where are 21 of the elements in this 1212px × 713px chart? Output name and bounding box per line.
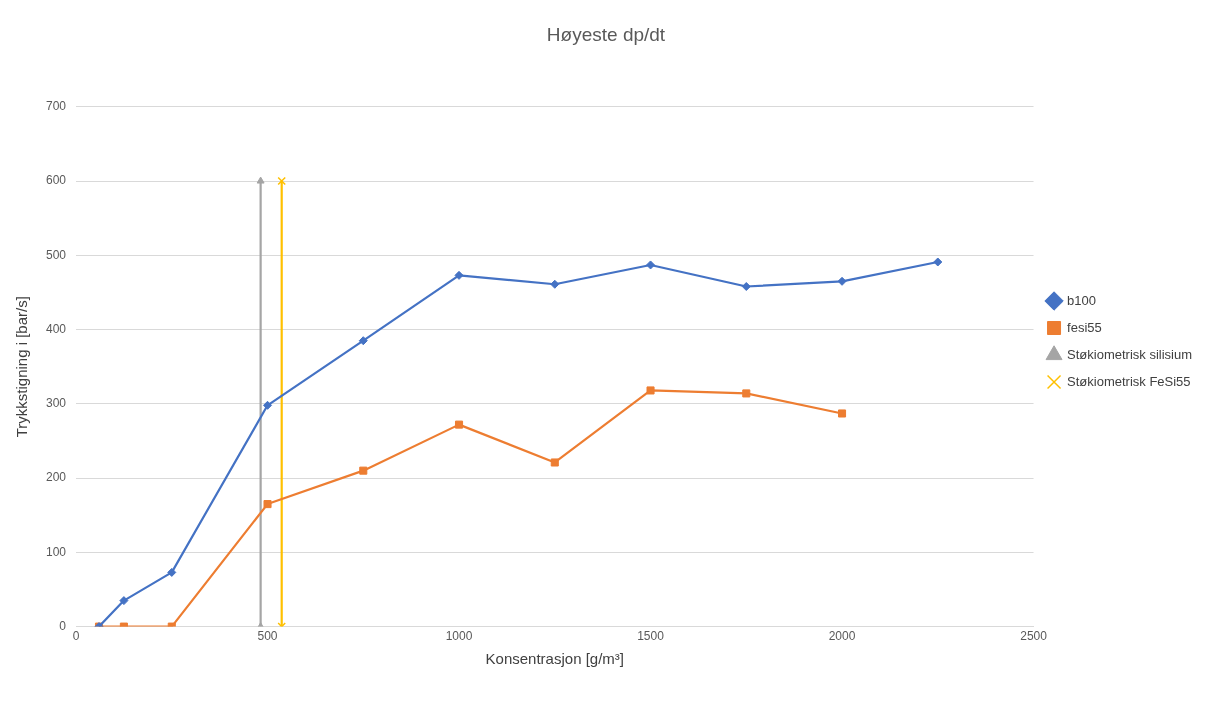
y-tick-label: 700 [45,99,67,114]
x-tick-label: 500 [257,629,278,644]
y-tick-label: 0 [59,618,67,633]
y-tick-label: 200 [45,470,67,485]
y-tick-label: 300 [45,396,67,411]
legend-label: Støkiometrisk FeSi55 [1067,373,1191,389]
x-tick-label: 2500 [1020,629,1048,644]
y-tick-label: 100 [45,544,67,559]
x-tick-label: 1000 [445,629,473,644]
x-tick-label: 1500 [637,629,665,644]
legend-label: fesi55 [1067,319,1102,335]
x-tick-label: 0 [72,629,80,644]
x-axis-title: Konsentrasjon [g/m³] [485,650,624,668]
y-tick-label: 500 [45,247,67,262]
y-tick-label: 600 [45,173,67,188]
chart-title: Høyeste dp/dt [546,23,666,45]
x-tick-label: 2000 [828,629,856,644]
y-tick-label: 400 [45,321,67,336]
legend-label: b100 [1067,292,1096,308]
legend-label: Støkiometrisk silisium [1067,346,1193,362]
y-axis-title: Trykkstigning i [bar/s] [13,296,31,438]
